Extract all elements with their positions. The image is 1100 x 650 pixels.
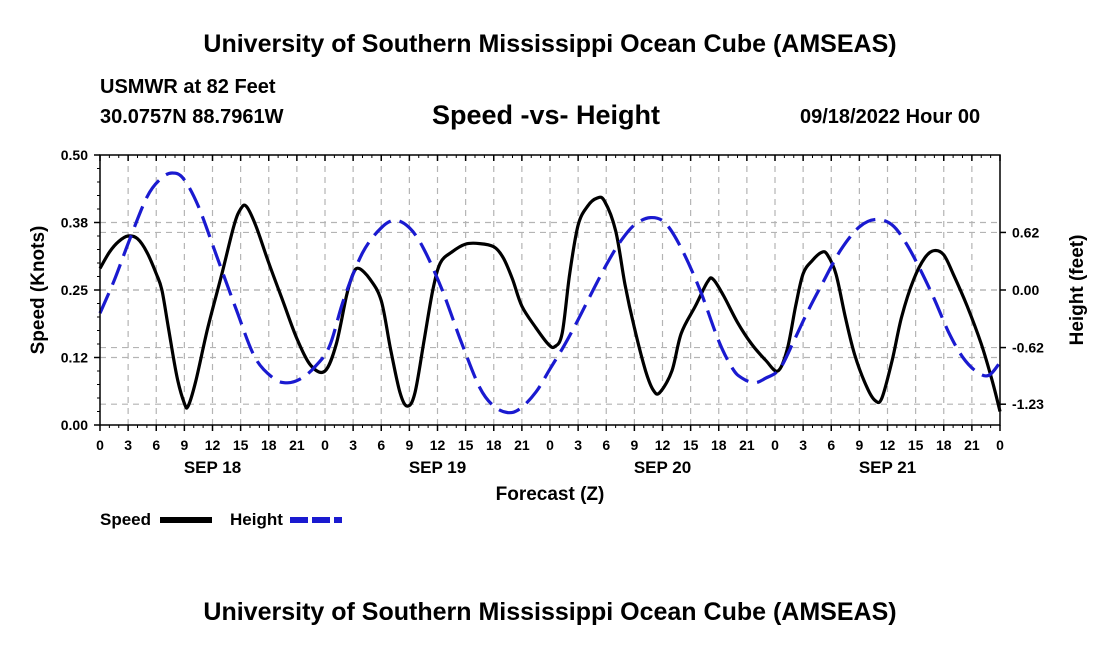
y2-tick-label: -0.62 (1012, 340, 1044, 356)
x-tick-label: 3 (574, 437, 582, 453)
chart-title: University of Southern Mississippi Ocean… (203, 30, 897, 58)
x-tick-label: 12 (880, 437, 896, 453)
x-tick-label: 15 (908, 437, 924, 453)
x-tick-label: 12 (430, 437, 446, 453)
x-tick-label: 6 (377, 437, 385, 453)
y-tick-label: 0.12 (61, 350, 88, 366)
x-tick-label: 9 (405, 437, 413, 453)
x-tick-label: 6 (152, 437, 160, 453)
x-tick-label: 18 (261, 437, 277, 453)
day-label: SEP 21 (859, 458, 916, 477)
y-axis-title: Speed (Knots) (28, 226, 49, 355)
day-label: SEP 20 (634, 458, 691, 477)
x-tick-label: 0 (546, 437, 554, 453)
x-tick-label: 6 (602, 437, 610, 453)
footer-title: University of Southern Mississippi Ocean… (203, 598, 897, 626)
y2-tick-label: 0.00 (1012, 282, 1039, 298)
x-tick-label: 21 (964, 437, 980, 453)
y-tick-label: 0.38 (61, 215, 88, 231)
x-tick-label: 0 (321, 437, 329, 453)
x-tick-label: 21 (739, 437, 755, 453)
day-label: SEP 18 (184, 458, 241, 477)
x-tick-label: 3 (124, 437, 132, 453)
x-tick-label: 0 (771, 437, 779, 453)
legend: Speed Height (100, 510, 342, 529)
legend-label-height: Height (230, 510, 283, 529)
station-coordinates: 30.0757N 88.7961W (100, 106, 284, 128)
plot-frame (99, 154, 1001, 426)
axes: 0 3 6 9 12 15 18 21 0 3 6 9 12 15 18 21 0 3 6 9 12 15 18 21 0 3 6 9… (61, 147, 1044, 477)
x-tick-label: 12 (655, 437, 671, 453)
forecast-datetime: 09/18/2022 Hour 00 (800, 106, 981, 128)
legend-label-speed: Speed (100, 510, 151, 529)
x-tick-label: 6 (827, 437, 835, 453)
series-line-height (98, 171, 1002, 415)
chart-subtitle: Speed -vs- Height (432, 100, 661, 130)
x-tick-label: 15 (458, 437, 474, 453)
x-tick-label: 3 (799, 437, 807, 453)
x-tick-label: 21 (514, 437, 530, 453)
x-tick-label: 18 (711, 437, 727, 453)
y-tick-label: 0.25 (61, 282, 88, 298)
series-group (98, 171, 1002, 415)
x-tick-label: 21 (289, 437, 305, 453)
x-tick-label: 9 (630, 437, 638, 453)
x-tick-label: 9 (855, 437, 863, 453)
y2-tick-label: -1.23 (1012, 396, 1044, 412)
y2-axis-title: Height (feet) (1067, 235, 1088, 346)
x-tick-label: 12 (205, 437, 221, 453)
x-tick-label: 0 (996, 437, 1004, 453)
x-tick-label: 9 (180, 437, 188, 453)
x-axis-title: Forecast (Z) (496, 484, 605, 505)
x-tick-label: 18 (486, 437, 502, 453)
y-tick-label: 0.50 (61, 147, 88, 163)
station-label: USMWR at 82 Feet (100, 76, 276, 98)
series-line-speed (98, 195, 1002, 412)
day-label: SEP 19 (409, 458, 466, 477)
x-tick-label: 15 (233, 437, 249, 453)
x-tick-label: 0 (96, 437, 104, 453)
x-tick-label: 3 (349, 437, 357, 453)
x-tick-label: 18 (936, 437, 952, 453)
x-tick-label: 15 (683, 437, 699, 453)
y2-tick-label: 0.62 (1012, 224, 1039, 240)
y-tick-label: 0.00 (61, 417, 88, 433)
